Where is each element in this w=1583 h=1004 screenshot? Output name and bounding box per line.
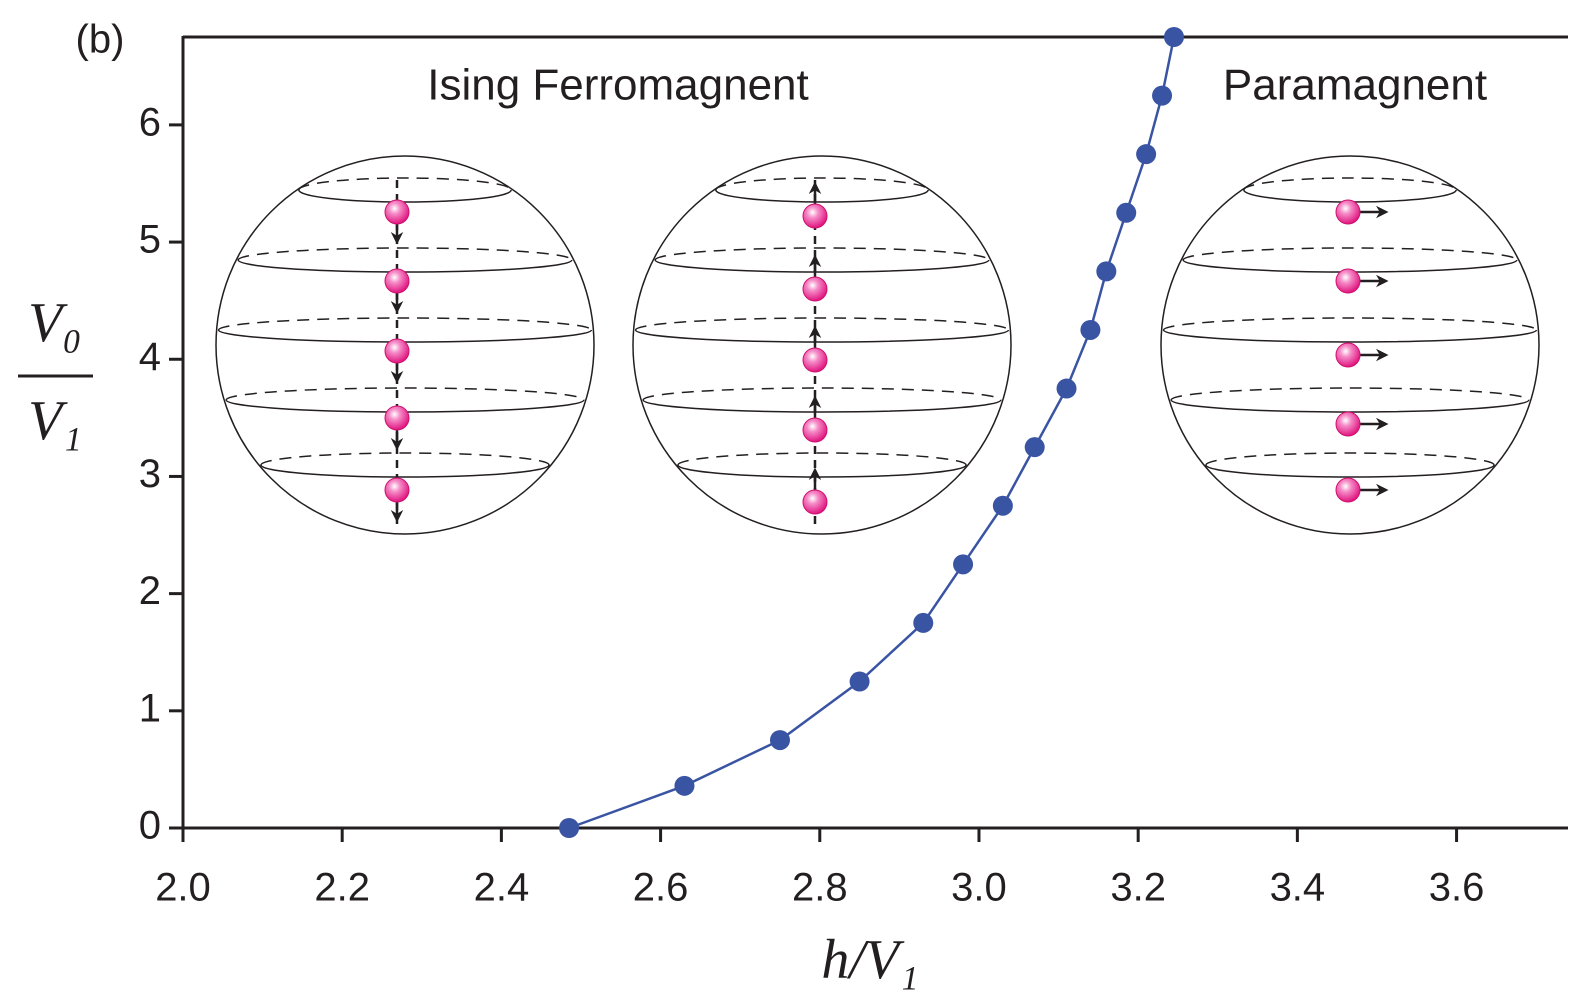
data-point [992,495,1013,516]
annotation: Paramagnent [1223,61,1487,110]
data-point [559,818,580,838]
spin-ball [384,199,410,225]
latitude-front [298,189,512,203]
latitude-front [654,259,990,273]
data-point [953,554,974,575]
x-axis-label: h/V₁ [821,929,918,991]
latitude-back [217,317,593,331]
latitude-back [654,247,990,261]
latitude-front [237,259,573,273]
data-point [1096,261,1117,282]
latitude-front [1162,329,1538,343]
x-tick-label: 2.8 [792,866,848,910]
series-line [568,36,1176,830]
spin-ball [384,477,410,503]
data-point [1056,378,1077,399]
spin-ball [1335,342,1361,368]
x-tick-label: 3.2 [1110,866,1166,910]
latitude-back [1182,247,1518,261]
latitude-front [634,329,1010,343]
panel-label: (b) [76,18,125,62]
data-point [1080,319,1101,340]
y-tick-label: 6 [139,100,161,144]
x-tick-label: 2.0 [155,866,211,910]
x-tick-label: 2.2 [314,866,370,910]
data-point [1152,85,1173,106]
latitude-back [260,452,550,466]
spin-ball [1335,411,1361,437]
y-tick-label: 4 [139,335,161,379]
latitude-front [1170,399,1530,413]
x-tick-label: 3.0 [951,866,1007,910]
x-tick-label: 2.4 [474,866,530,910]
latitude-back [225,387,585,401]
y-tick-label: 3 [139,452,161,496]
spin-ball [802,417,828,443]
spin-ball [802,489,828,515]
y-tick-label: 2 [139,569,161,613]
latitude-front [1205,464,1495,478]
latitude-back [237,247,573,261]
spin-ball [1335,199,1361,225]
spin-ball [802,276,828,302]
data-point [1163,27,1184,47]
x-tick-label: 3.6 [1429,866,1485,910]
x-tick-label: 3.4 [1270,866,1326,910]
latitude-front [217,329,593,343]
latitude-back [634,317,1010,331]
latitude-back [642,387,1002,401]
latitude-front [260,464,550,478]
spin-ball [802,347,828,373]
latitude-front [642,399,1002,413]
spin-ball [1335,477,1361,503]
spin-ball [384,338,410,364]
sphere [632,155,1012,535]
illustrations [215,155,1540,535]
sphere [215,155,595,535]
data-point [913,612,934,633]
latitude-back [298,177,512,191]
data-point [1024,437,1045,458]
y-tick-label: 1 [139,686,161,730]
latitude-front [677,464,967,478]
data-point [674,775,695,796]
latitude-back [715,177,929,191]
annotation: Ising Ferromagnent [427,61,809,110]
latitude-front [715,189,929,203]
y-tick-label: 0 [139,804,161,848]
sphere [1160,155,1540,535]
data-point [849,671,870,692]
spin-ball [802,203,828,229]
spin-ball [384,405,410,431]
data-point [1136,144,1157,165]
data-point [769,730,790,751]
plot-frame [181,35,1568,830]
latitude-back [677,452,967,466]
latitude-back [1162,317,1538,331]
latitude-back [1243,177,1457,191]
y-axis-label-numerator: V₀ [28,292,82,354]
spin-ball [384,268,410,294]
x-tick-label: 2.6 [633,866,689,910]
y-axis-label-denominator: V₁ [28,390,82,452]
latitude-back [1170,387,1530,401]
data-point [1116,202,1137,223]
y-tick-label: 5 [139,218,161,262]
spin-ball [1335,268,1361,294]
latitude-back [1205,452,1495,466]
